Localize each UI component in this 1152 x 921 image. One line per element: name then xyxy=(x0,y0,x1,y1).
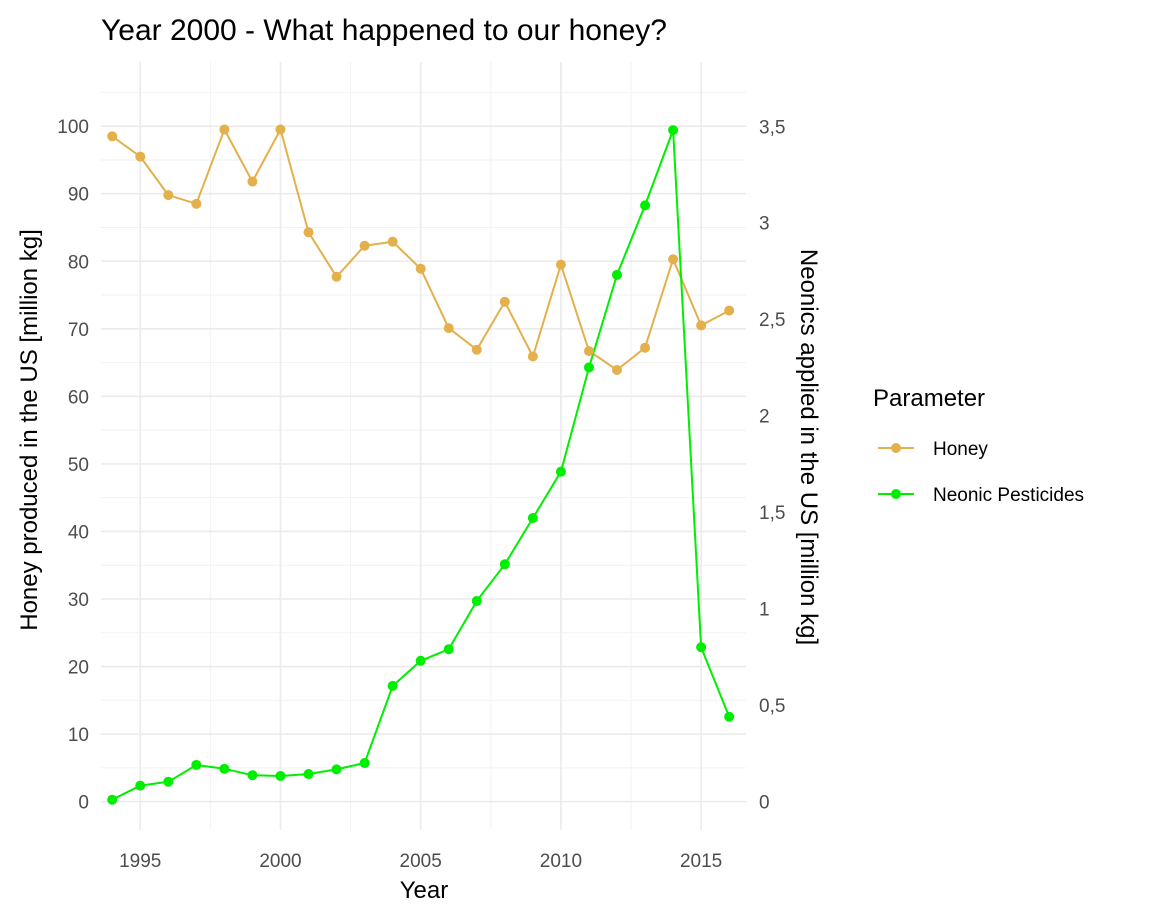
legend-title: Parameter xyxy=(873,385,985,412)
honey-point xyxy=(724,305,735,316)
honey-point xyxy=(640,342,651,353)
neonic-pesticides-point xyxy=(303,769,314,780)
neonic-pesticides-point xyxy=(359,758,370,769)
tick-labels: 1995 2000 2005 2010 201501020304050607080901… xyxy=(57,117,785,872)
honey-point xyxy=(191,198,202,209)
y2-tick-label: 1,5 xyxy=(759,503,785,524)
y-axis-title: Honey produced in the US [million kg] xyxy=(16,229,43,631)
honey-point xyxy=(527,351,538,362)
neonic-pesticides-point xyxy=(724,711,735,722)
y-tick-label: 10 xyxy=(68,725,89,746)
y-tick-label: 40 xyxy=(68,522,89,543)
legend-label-neonic-pesticides: Neonic Pesticides xyxy=(933,485,1084,506)
y-tick-label: 80 xyxy=(68,252,89,273)
honey-point xyxy=(135,151,146,162)
legend-key-point-honey xyxy=(891,443,901,453)
neonic-pesticides-point xyxy=(415,655,426,666)
honey-point xyxy=(668,254,679,265)
y2-tick-label: 0 xyxy=(759,793,770,814)
x-tick-label: 1995 xyxy=(119,851,161,872)
neonic-pesticides-point xyxy=(247,770,258,781)
legend-label-honey: Honey xyxy=(933,439,988,460)
y-tick-label: 50 xyxy=(68,455,89,476)
honey-point xyxy=(219,124,230,135)
honey-point xyxy=(612,365,622,376)
honey-point xyxy=(499,296,510,307)
y-tick-label: 0 xyxy=(78,793,89,814)
y-tick-label: 20 xyxy=(68,658,89,679)
honey-point xyxy=(387,236,398,247)
neonic-pesticides-point xyxy=(696,642,707,653)
honey-point xyxy=(331,271,342,282)
honey-point xyxy=(275,124,286,135)
y2-tick-label: 0,5 xyxy=(759,696,785,717)
y2-axis-title: Neonics applied in the US [million kg] xyxy=(795,249,822,645)
honey-point xyxy=(555,259,566,270)
chart-title: Year 2000 - What happened to our honey? xyxy=(101,14,667,47)
x-axis-title: Year xyxy=(400,877,449,904)
y-tick-label: 70 xyxy=(68,320,89,341)
neonic-pesticides-point xyxy=(219,763,230,774)
neonic-pesticides-point xyxy=(387,680,398,691)
x-tick-label: 2010 xyxy=(540,851,582,872)
honey-point xyxy=(443,323,454,334)
neonic-pesticides-point xyxy=(527,512,538,523)
neonic-pesticides-point xyxy=(331,764,342,775)
honey-point xyxy=(303,227,314,238)
honey-point xyxy=(359,240,370,251)
series-points xyxy=(107,124,735,805)
neonic-pesticides-point xyxy=(668,125,679,136)
honey-point xyxy=(163,190,174,201)
neonic-pesticides-point xyxy=(555,466,566,477)
neonic-pesticides-point xyxy=(135,780,146,791)
neonic-pesticides-point xyxy=(107,794,118,805)
legend: Parameter Honey Neonic Pesticides xyxy=(873,385,1084,506)
honey-point xyxy=(471,344,482,355)
honey-point xyxy=(583,346,594,357)
honey-point xyxy=(107,131,118,142)
y-tick-label: 90 xyxy=(68,185,89,206)
honey-point xyxy=(415,263,426,274)
neonic-pesticides-point xyxy=(443,644,454,655)
neonic-pesticides-point xyxy=(583,362,594,373)
y2-tick-label: 3 xyxy=(759,214,770,235)
x-tick-label: 2005 xyxy=(400,851,442,872)
neonic-pesticides-point xyxy=(275,770,286,781)
grid xyxy=(101,62,746,830)
y2-tick-label: 2 xyxy=(759,407,770,428)
y-tick-label: 100 xyxy=(57,117,89,138)
x-tick-label: 2000 xyxy=(259,851,301,872)
honey-point xyxy=(696,320,707,331)
neonic-pesticides-point xyxy=(640,200,651,211)
y-tick-label: 30 xyxy=(68,590,89,611)
y2-tick-label: 3,5 xyxy=(759,117,785,138)
neonic-pesticides-point xyxy=(471,595,482,606)
x-tick-label: 2015 xyxy=(680,851,722,872)
neonic-pesticides-point xyxy=(499,559,510,570)
y-tick-label: 60 xyxy=(68,387,89,408)
neonic-pesticides-point xyxy=(163,776,174,787)
neonic-pesticides-point xyxy=(612,269,622,280)
y2-tick-label: 2,5 xyxy=(759,310,785,331)
neonic-pesticides-point xyxy=(191,759,202,770)
y2-tick-label: 1 xyxy=(759,600,770,621)
honey-point xyxy=(247,176,258,187)
legend-key-point-neonic-pesticides xyxy=(891,489,901,499)
